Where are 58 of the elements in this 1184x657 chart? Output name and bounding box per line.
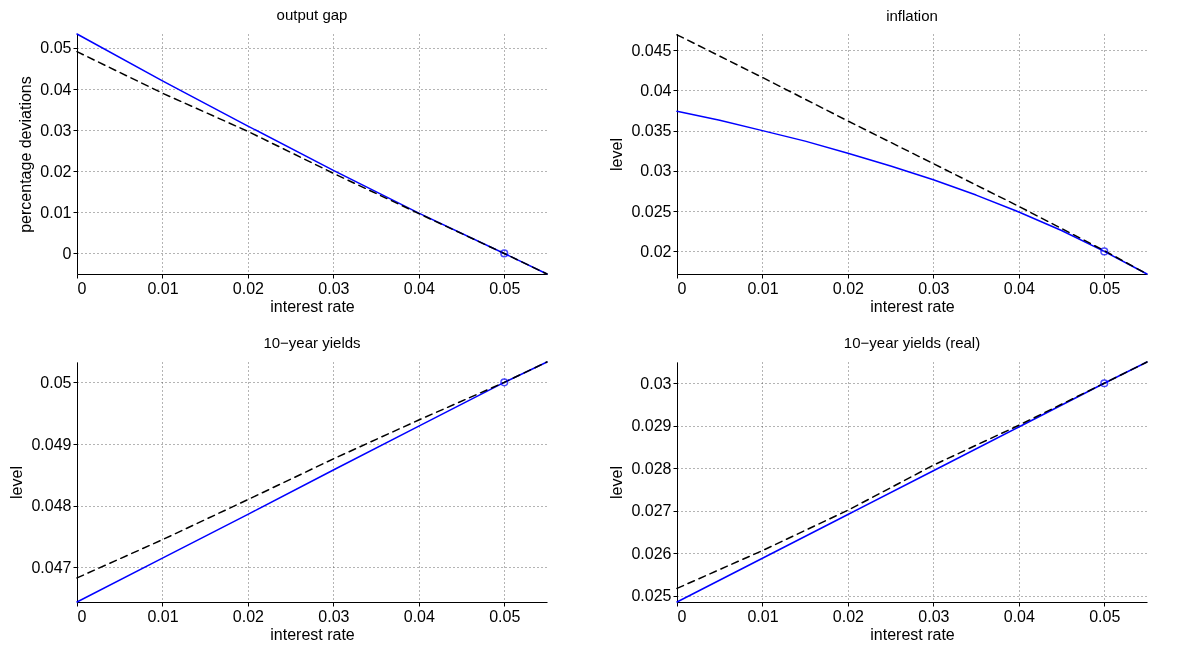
x-axis-title: interest rate [270,297,355,315]
x-tick-label: 0.04 [1003,607,1035,625]
x-tick-label: 0.03 [918,279,950,297]
x-tick-label: 0.02 [832,607,865,625]
y-tick-label: 0.04 [40,80,72,98]
x-axis-title: interest rate [870,625,955,643]
y-tick-label: 0.04 [640,81,672,99]
y-tick-label: 0.027 [631,502,672,520]
y-tick-label: 0.02 [640,242,672,260]
y-tick-label: 0.048 [31,497,72,515]
x-tick-label: 0 [677,607,687,625]
y-axis-title: percentage deviations [17,76,35,233]
x-tick-label: 0.04 [1003,279,1035,297]
x-tick-label: 0 [677,279,687,297]
x-tick-label: 0 [77,607,87,625]
x-tick-label: 0.04 [403,607,435,625]
y-axis-title: level [608,138,626,171]
x-tick-label: 0.02 [232,279,265,297]
y-tick-label: 0.049 [31,435,72,453]
y-tick-label: 0.047 [31,558,72,576]
x-tick-label: 0.02 [232,607,265,625]
y-tick-label: 0.045 [631,41,672,59]
chart-title: 10−year yields [263,334,361,352]
x-tick-label: 0 [77,279,87,297]
x-tick-label: 0.05 [1089,279,1121,297]
x-tick-label: 0.03 [318,607,350,625]
y-tick-label: 0.035 [631,122,672,140]
y-tick-label: 0.05 [40,39,72,57]
y-tick-label: 0.05 [40,373,72,391]
y-tick-label: 0.026 [631,544,672,562]
x-tick-label: 0.03 [318,279,350,297]
x-tick-label: 0.02 [832,279,865,297]
y-tick-label: 0.03 [40,121,72,139]
y-tick-label: 0.03 [640,162,672,180]
y-tick-label: 0.025 [631,587,672,605]
chart-title: output gap [276,6,348,24]
chart-title: inflation [886,7,938,24]
chart-title: 10−year yields (real) [843,334,981,352]
x-tick-label: 0.04 [403,279,435,297]
y-axis-title: level [8,466,26,499]
x-axis-title: interest rate [270,625,355,643]
y-tick-label: 0.029 [631,417,672,435]
x-tick-label: 0.05 [1089,607,1121,625]
y-tick-label: 0.01 [40,203,72,221]
x-tick-label: 0.01 [747,279,779,297]
x-tick-label: 0.05 [489,607,521,625]
y-tick-label: 0 [62,244,72,262]
y-tick-label: 0.025 [631,202,672,220]
x-axis-title: interest rate [870,297,955,315]
x-tick-label: 0.01 [147,607,179,625]
y-tick-label: 0.03 [640,374,672,392]
y-tick-label: 0.028 [631,459,672,477]
y-tick-label: 0.02 [40,162,72,180]
y-axis-title: level [608,466,626,499]
x-tick-label: 0.05 [489,279,521,297]
x-tick-label: 0.01 [147,279,179,297]
x-tick-label: 0.01 [747,607,779,625]
x-tick-label: 0.03 [918,607,950,625]
